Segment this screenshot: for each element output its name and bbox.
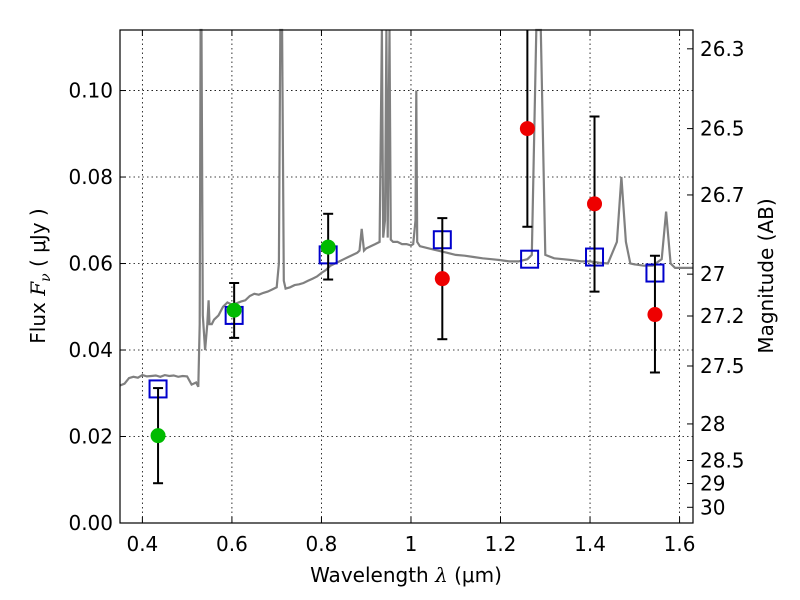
observed-flux-nir-point	[519, 121, 535, 137]
y2-tick-label: 26.7	[700, 183, 745, 207]
observed-flux-nir-point	[647, 307, 663, 323]
y-tick-label: 0.02	[68, 425, 113, 449]
observed-flux-nir-point	[587, 196, 603, 212]
x-tick-label: 1.4	[574, 532, 606, 556]
spectrum-layer	[119, 28, 693, 388]
observed-flux-detected-point	[226, 302, 242, 318]
y2-tick-label: 27	[700, 262, 725, 286]
y2-tick-label: 27.5	[700, 354, 745, 378]
observed-flux-nir-point	[434, 271, 450, 287]
grid-lines	[120, 30, 693, 523]
x-tick-label: 0.6	[216, 532, 248, 556]
x-tick-label: 1.6	[664, 532, 696, 556]
y-tick-label: 0.04	[68, 338, 113, 362]
marker-layer	[148, 30, 665, 485]
y2-tick-label: 28.5	[700, 448, 745, 472]
plot-frame	[119, 29, 694, 524]
y-tick-label: 0.10	[68, 79, 113, 103]
y-tick-label: 0.08	[68, 165, 113, 189]
x-tick-label: 0.4	[126, 532, 158, 556]
x-tick-label: 1	[405, 532, 418, 556]
x-axis-title: Wavelength λ (μm)	[310, 563, 502, 587]
y2-tick-label: 28	[700, 412, 725, 436]
y-tick-label: 0.00	[68, 511, 113, 535]
y2-tick-label: 26.5	[700, 117, 745, 141]
x-tick-label: 1.2	[485, 532, 517, 556]
observed-flux-detected-point	[320, 239, 336, 255]
y2-tick-label: 30	[700, 495, 725, 519]
y-tick-label: 0.06	[68, 252, 113, 276]
x-tick-label: 0.8	[306, 532, 338, 556]
y2-tick-label: 26.3	[700, 37, 745, 61]
model-spectrum-line	[119, 28, 693, 388]
y2-axis-title: Magnitude (AB)	[754, 198, 778, 353]
y2-tick-label: 29	[700, 472, 725, 496]
y-axis-title: Flux Fν ( μJy )	[26, 208, 54, 343]
axis-ticks: 0.4 0.6 0.8 1 1.2 1.4 1.6 0.00 0.02 0.04 0.06 0.08 0…	[68, 30, 745, 556]
observed-flux-detected-point	[150, 428, 166, 444]
y2-tick-label: 27.2	[700, 304, 745, 328]
model-photometry-square	[520, 249, 540, 269]
